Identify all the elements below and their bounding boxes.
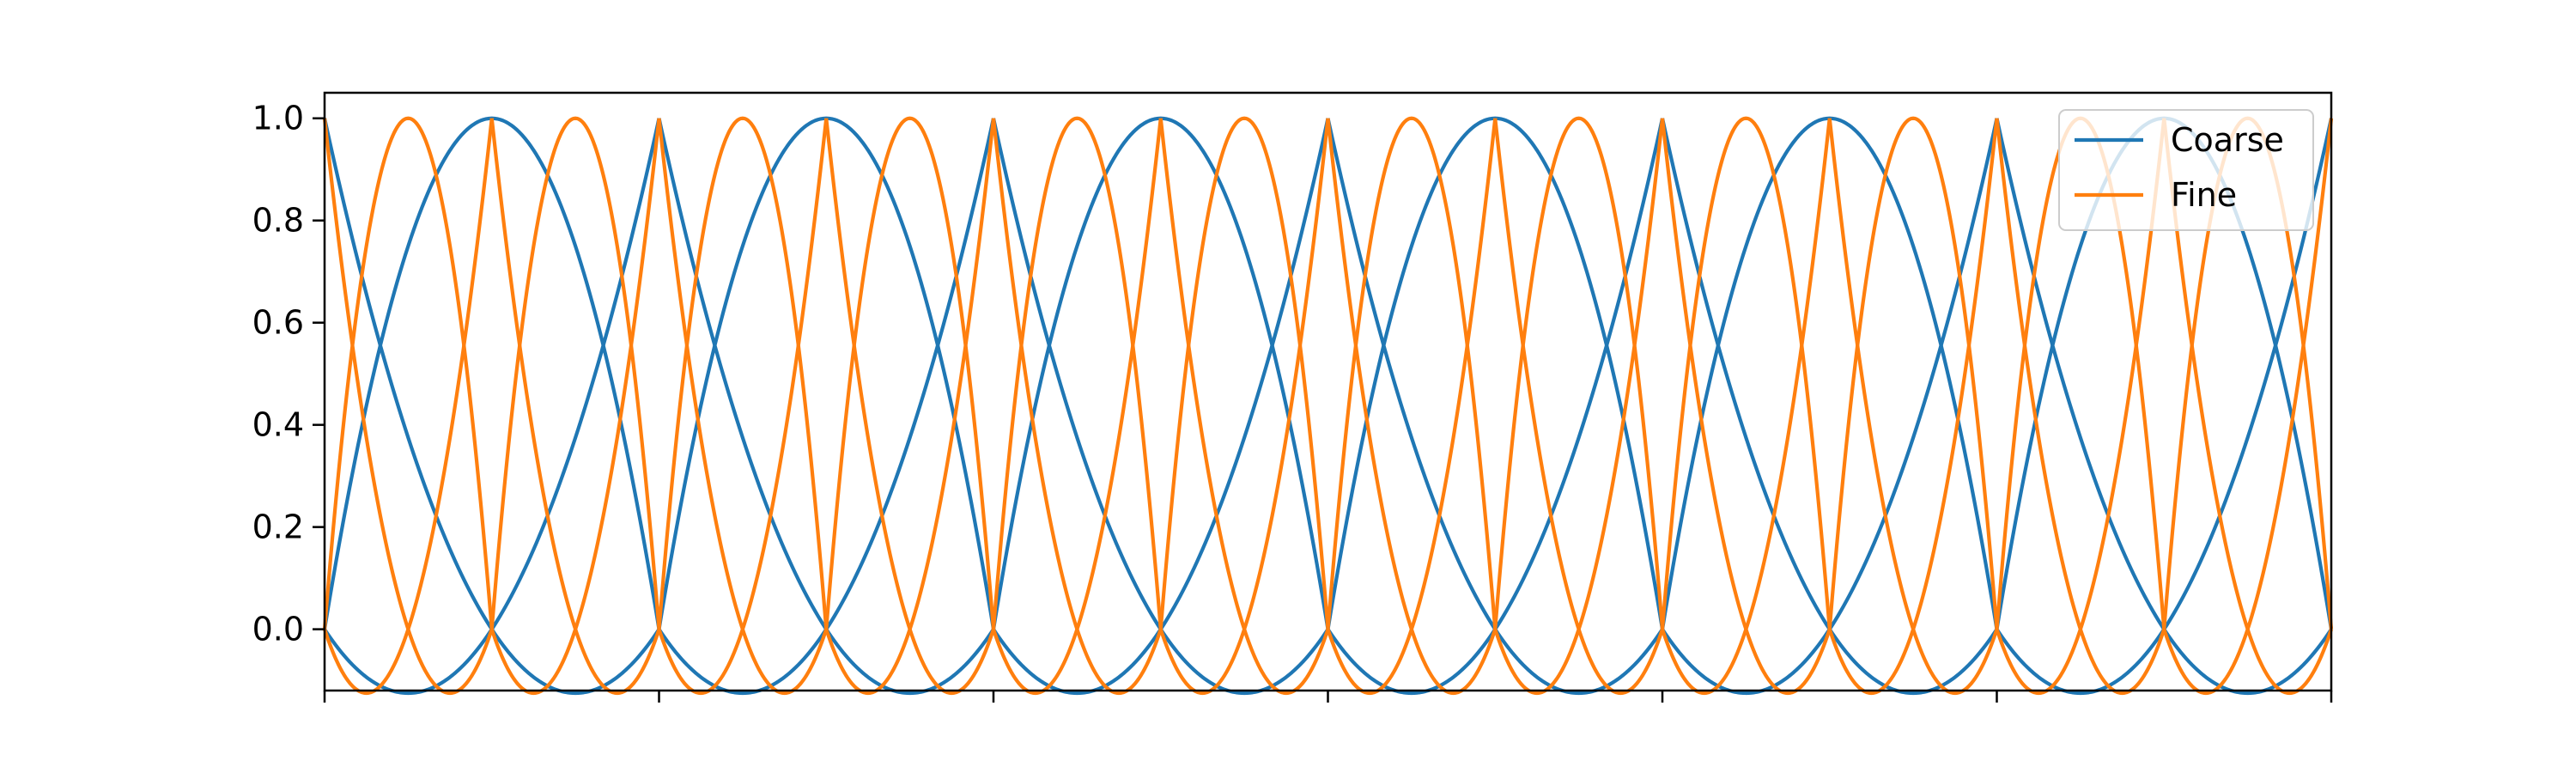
y-tick-label: 0.6 [252,304,304,342]
y-tick-label: 0.2 [252,508,304,546]
x-axis [323,691,2333,703]
series-fine-basis-line [2162,118,2334,696]
series-fine-basis-line [1995,118,2166,696]
series-fine-basis-line [1158,118,1330,696]
series-fine-basis-line [323,118,494,696]
series-fine-basis-line [1493,118,1665,696]
series-fine-basis-line [1827,118,1999,696]
y-tick-label: 0.8 [252,202,304,240]
legend-label: Coarse [2171,121,2284,159]
plot-area [322,116,2334,696]
legend-label: Fine [2171,176,2237,214]
legend-item-coarse: Coarse [2075,121,2284,159]
series-fine-basis-line [489,118,661,696]
axes-frame [323,91,2333,692]
series-fine-basis-line [1661,118,1832,696]
series-fine-basis-line [991,118,1163,696]
y-axis: 0.0 0.2 0.4 0.6 0.8 1.0 [252,100,325,648]
series-fine [322,116,2334,696]
series-fine-basis-line [657,118,829,696]
legend: Coarse Fine [2058,109,2314,231]
legend-item-fine: Fine [2075,176,2237,214]
y-tick-label: 1.0 [252,100,304,137]
series-fine-basis-line [1326,118,1498,696]
series-fine-basis-line [824,118,996,696]
y-tick-label: 0.0 [252,611,304,648]
y-tick-label: 0.4 [252,406,304,444]
